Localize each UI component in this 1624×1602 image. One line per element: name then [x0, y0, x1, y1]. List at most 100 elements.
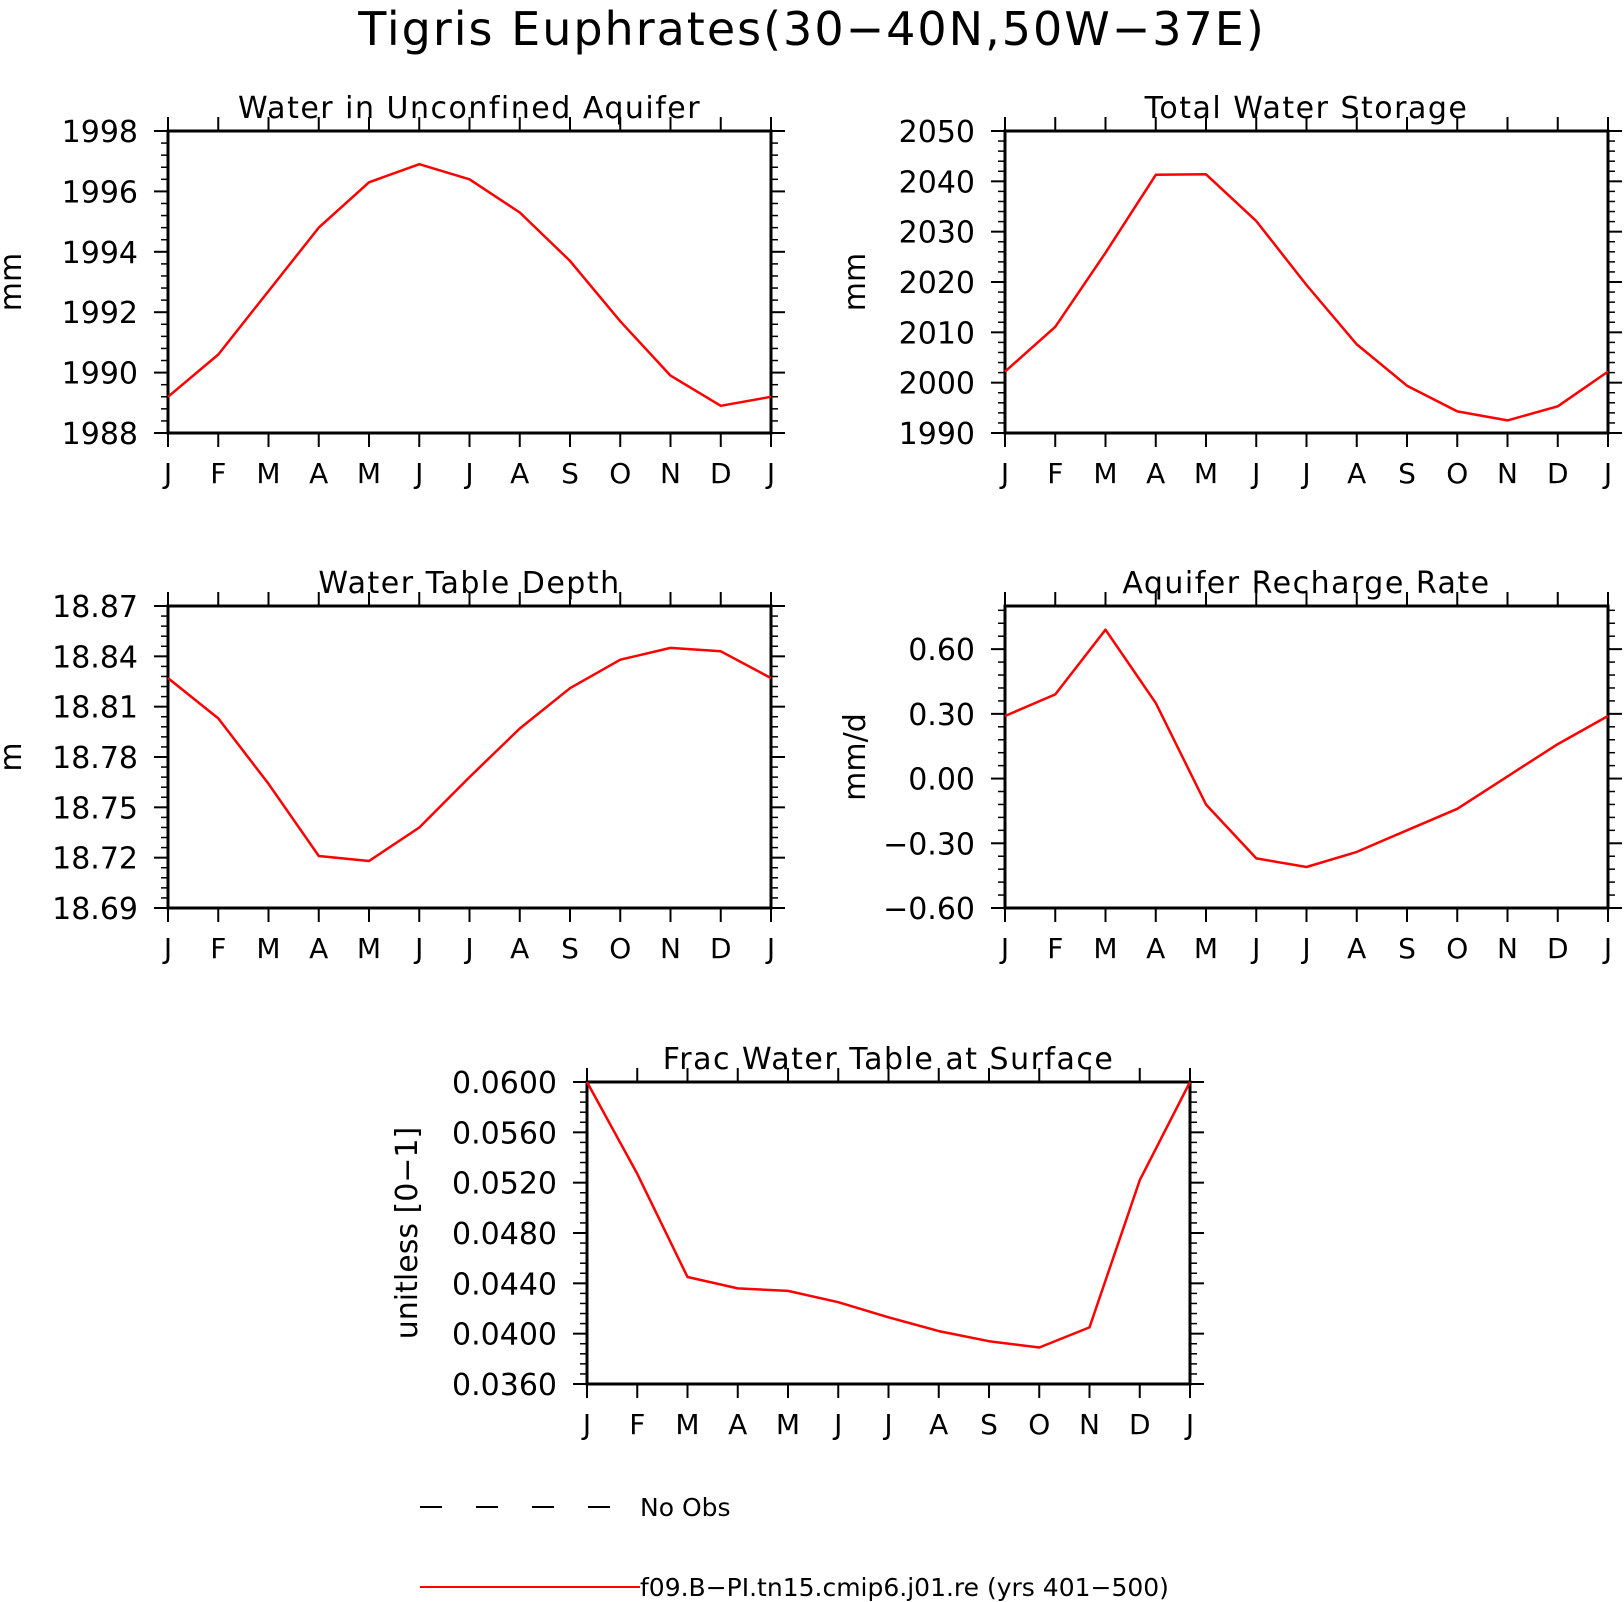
y-tick-label: −0.30: [883, 827, 975, 862]
y-tick-label: 2040: [899, 165, 975, 200]
y-tick-label: 18.69: [52, 892, 138, 927]
x-tick-label: M: [357, 932, 381, 965]
x-tick-label: O: [1028, 1408, 1050, 1441]
x-tick-label: S: [561, 457, 579, 490]
series-line-model: [167, 646, 772, 863]
y-tick-label: 0.00: [908, 763, 975, 798]
y-axis-label: unitless [0−1]: [390, 1127, 425, 1339]
x-tick-label: A: [728, 1408, 747, 1441]
x-tick-label: M: [357, 457, 381, 490]
y-tick-label: 1998: [62, 115, 138, 150]
x-tick-label: F: [1047, 932, 1063, 965]
y-tick-label: 2030: [899, 216, 975, 251]
y-axis-label: mm/d: [838, 713, 873, 801]
x-tick-label: J: [1602, 932, 1612, 965]
x-tick-label: J: [999, 457, 1009, 490]
y-tick-label: 1994: [62, 236, 138, 271]
x-tick-label: J: [463, 932, 473, 965]
x-tick-label: A: [1146, 932, 1165, 965]
y-tick-label: 2010: [899, 316, 975, 351]
chart-title: Total Water Storage: [1144, 91, 1469, 126]
x-tick-label: A: [309, 932, 328, 965]
y-tick-label: 2050: [899, 115, 975, 150]
legend-model-label: f09.B−PI.tn15.cmip6.j01.re (yrs 401−500): [640, 1573, 1169, 1602]
y-tick-label: 1990: [899, 417, 975, 452]
x-tick-label: M: [675, 1408, 699, 1441]
x-tick-label: O: [609, 457, 631, 490]
x-tick-label: N: [1079, 1408, 1100, 1441]
x-tick-label: F: [210, 932, 226, 965]
x-tick-label: D: [1547, 457, 1569, 490]
x-tick-label: F: [629, 1408, 645, 1441]
x-tick-label: J: [1250, 457, 1260, 490]
x-tick-label: A: [510, 457, 529, 490]
x-tick-label: J: [999, 932, 1009, 965]
y-tick-label: 0.0480: [452, 1217, 557, 1252]
plot-frame: [1003, 604, 1610, 910]
y-tick-label: 0.0360: [452, 1368, 557, 1403]
x-tick-label: A: [929, 1408, 948, 1441]
y-tick-label: 18.81: [52, 691, 138, 726]
x-tick-label: M: [1093, 932, 1117, 965]
plot-frame: [166, 129, 773, 435]
x-tick-label: J: [765, 457, 775, 490]
x-tick-label: D: [710, 932, 732, 965]
x-tick-label: J: [882, 1408, 892, 1441]
y-tick-label: 0.30: [908, 698, 975, 733]
x-tick-label: S: [980, 1408, 998, 1441]
x-tick-label: S: [1398, 457, 1416, 490]
x-tick-label: F: [210, 457, 226, 490]
series-line-model: [585, 1081, 1192, 1349]
y-tick-label: 2020: [899, 266, 975, 301]
x-tick-label: N: [1497, 932, 1518, 965]
x-tick-label: S: [1398, 932, 1416, 965]
x-tick-label: O: [1446, 457, 1468, 490]
x-tick-label: D: [710, 457, 732, 490]
y-tick-label: 18.78: [52, 741, 138, 776]
y-tick-label: 2000: [899, 367, 975, 402]
x-tick-label: D: [1547, 932, 1569, 965]
plot-frame: [166, 604, 773, 910]
x-tick-label: N: [1497, 457, 1518, 490]
x-tick-label: O: [1446, 932, 1468, 965]
y-tick-label: 0.0400: [452, 1318, 557, 1353]
series-line-model: [167, 162, 772, 408]
x-tick-label: A: [1347, 457, 1366, 490]
x-tick-label: N: [660, 932, 681, 965]
x-tick-label: J: [1300, 932, 1310, 965]
y-tick-label: 1988: [62, 417, 138, 452]
legend-obs-label: No Obs: [640, 1493, 731, 1522]
x-tick-label: J: [1184, 1408, 1194, 1441]
x-tick-label: J: [1250, 932, 1260, 965]
plot-frame: [585, 1080, 1192, 1386]
x-tick-label: M: [1093, 457, 1117, 490]
y-axis-label: mm: [838, 253, 873, 311]
x-tick-label: D: [1129, 1408, 1151, 1441]
y-tick-label: 1996: [62, 175, 138, 210]
x-tick-label: A: [1347, 932, 1366, 965]
x-tick-label: J: [413, 932, 423, 965]
x-tick-label: M: [1194, 932, 1218, 965]
page-title: Tigris Euphrates(30−40N,50W−37E): [358, 2, 1266, 56]
x-tick-label: S: [561, 932, 579, 965]
y-tick-label: 18.84: [52, 640, 138, 675]
x-tick-label: J: [162, 457, 172, 490]
y-tick-label: 0.0560: [452, 1116, 557, 1151]
y-axis-label: mm: [0, 253, 29, 311]
y-axis-label: m: [0, 742, 29, 771]
y-tick-label: 18.75: [52, 791, 138, 826]
x-tick-label: J: [1602, 457, 1612, 490]
y-tick-label: 18.72: [52, 842, 138, 877]
y-tick-label: 1992: [62, 296, 138, 331]
series-line-model: [1004, 173, 1609, 422]
x-tick-label: J: [832, 1408, 842, 1441]
plot-frame: [1003, 129, 1610, 435]
y-tick-label: 1990: [62, 357, 138, 392]
y-tick-label: −0.60: [883, 892, 975, 927]
